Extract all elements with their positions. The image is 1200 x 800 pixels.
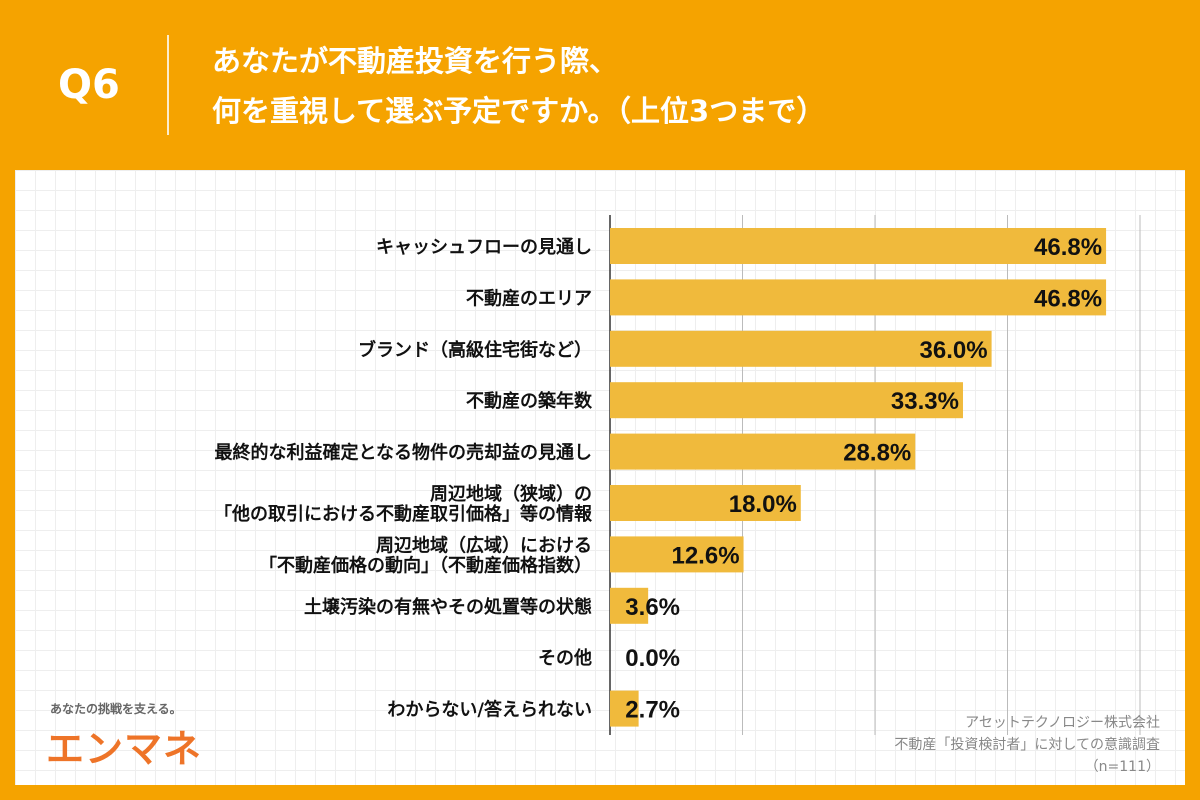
- source-survey: 不動産「投資検討者」に対しての意識調査: [894, 737, 1160, 753]
- data-label: 0.0%: [625, 645, 680, 672]
- category-label: 不動産のエリア: [466, 287, 592, 309]
- category-label: その他: [538, 647, 592, 669]
- source: アセットテクノロジー株式会社 不動産「投資検討者」に対しての意識調査 （n=11…: [894, 712, 1160, 778]
- category-label: キャッシュフローの見通し: [376, 237, 592, 258]
- category-label: わからない/答えられない: [387, 699, 592, 721]
- sample-size: （n=111）: [1084, 759, 1160, 775]
- data-label: 46.8%: [1034, 285, 1102, 312]
- bar: [610, 587, 649, 624]
- data-label: 12.6%: [671, 542, 739, 569]
- category-label: 周辺地域（狭域）の: [430, 483, 592, 505]
- data-label: 28.8%: [843, 440, 911, 467]
- question-title: あなたが不動産投資を行う際、 何を重視して選ぶ予定ですか。（上位3つまで）: [212, 36, 825, 136]
- bar: [610, 382, 963, 419]
- chart-panel: [15, 170, 1185, 785]
- data-label: 3.6%: [625, 594, 680, 621]
- data-label: 36.0%: [920, 337, 988, 364]
- tagline: あなたの挑戦を支える。: [50, 702, 182, 716]
- category-label: 「不動産価格の動向」（不動産価格指数）: [259, 554, 592, 576]
- bar: [610, 690, 639, 727]
- bar: [610, 485, 801, 521]
- data-label: 18.0%: [729, 491, 797, 518]
- bar: [610, 433, 916, 470]
- bar: [610, 279, 1107, 316]
- category-label: ブランド（高級住宅街など）: [358, 339, 592, 361]
- bar: [610, 536, 744, 573]
- divider: [167, 35, 169, 135]
- category-label: 不動産の築年数: [466, 390, 593, 412]
- bar: [610, 330, 992, 367]
- category-label: 最終的な利益確定となる物件の売却益の見通し: [215, 442, 592, 464]
- category-label: 土壌汚染の有無やその処置等の状態: [304, 596, 592, 618]
- title-line-1: あなたが不動産投資を行う際、: [212, 44, 619, 78]
- title-line-2: 何を重視して選ぶ予定ですか。（上位3つまで）: [212, 94, 826, 128]
- source-company: アセットテクノロジー株式会社: [965, 715, 1160, 731]
- category-label: 「他の取引における不動産取引価格」等の情報: [214, 503, 593, 525]
- logo: エンマネ: [46, 727, 203, 771]
- bar: [610, 228, 1107, 264]
- question-number: Q6: [58, 62, 120, 108]
- data-label: 2.7%: [625, 697, 680, 724]
- data-label: 33.3%: [891, 388, 959, 415]
- category-label: 周辺地域（広域）における: [376, 534, 592, 556]
- data-label: 46.8%: [1034, 234, 1102, 261]
